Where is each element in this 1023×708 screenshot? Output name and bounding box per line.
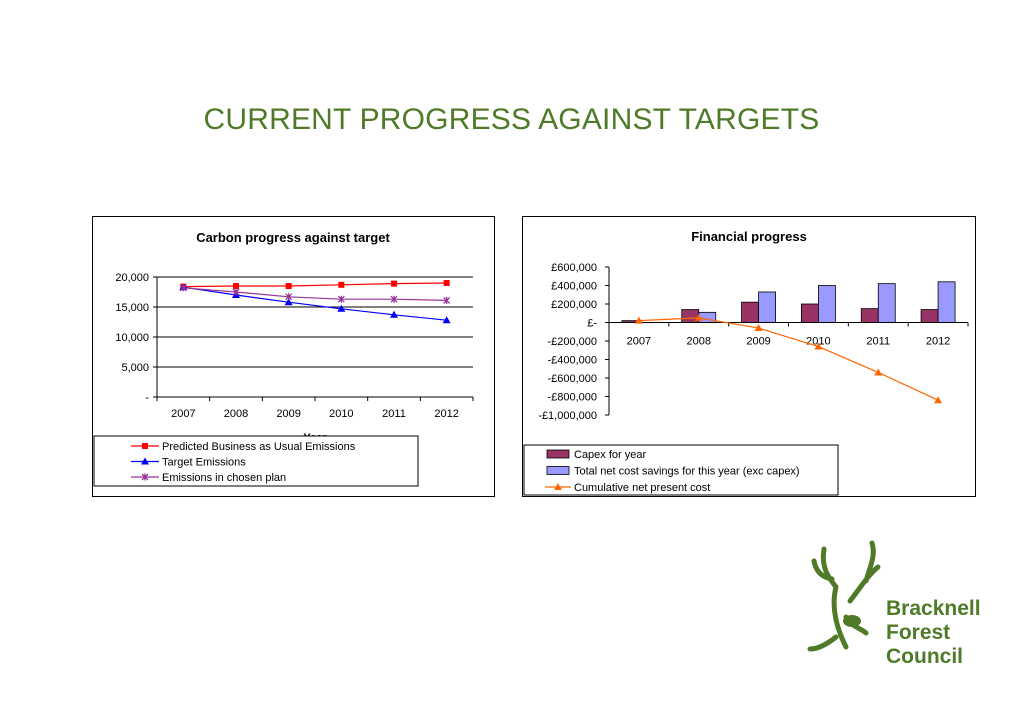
- carbon-legend-marker: [142, 443, 148, 449]
- financial-bar: [698, 311, 717, 323]
- financial-data-point: [814, 342, 823, 350]
- financial-data-point: [634, 316, 643, 324]
- carbon-series-line: [183, 286, 447, 321]
- financial-bar: [920, 309, 939, 323]
- carbon-data-point: [337, 304, 346, 312]
- financial-legend-marker: [554, 483, 562, 490]
- carbon-legend-marker: [141, 473, 149, 481]
- financial-y-tick-label: -£400,000: [547, 355, 597, 367]
- financial-bar: [818, 285, 836, 323]
- financial-chart-title: Financial progress: [691, 229, 807, 244]
- deer-antler-icon: [807, 540, 881, 652]
- logo-line-forest: Forest: [886, 621, 951, 644]
- carbon-legend-label: Target Emissions: [162, 457, 246, 469]
- carbon-chart-svg: Carbon progress against target - 5,000 10,0…: [93, 230, 474, 487]
- carbon-y-tick-label: 15,000: [115, 302, 149, 314]
- carbon-x-tick-label: 2012: [434, 408, 458, 420]
- logo-line-bracknell: Bracknell: [886, 597, 981, 620]
- slide-title: CURRENT PROGRESS AGAINST TARGETS: [203, 103, 820, 136]
- financial-bar: [877, 283, 896, 323]
- financial-line-series: [634, 313, 943, 404]
- financial-legend-swatch: [546, 449, 570, 459]
- carbon-data-point: [390, 295, 398, 303]
- carbon-data-point: [390, 310, 398, 318]
- financial-legend-label: Cumulative net present cost: [574, 482, 710, 494]
- financial-data-point: [694, 313, 703, 321]
- financial-bar: [741, 301, 759, 323]
- carbon-data-point: [443, 280, 450, 286]
- carbon-y-tick-label: 5,000: [121, 362, 149, 374]
- carbon-series-1: [180, 280, 450, 290]
- financial-line: [638, 317, 939, 401]
- financial-bar: [758, 291, 776, 323]
- carbon-data-point: [285, 283, 292, 289]
- financial-legend-label: Total net cost savings for this year (ex…: [574, 466, 800, 478]
- financial-bar: [860, 308, 879, 323]
- financial-x-tick-label: 2007: [627, 336, 651, 348]
- financial-data-point: [874, 368, 883, 376]
- carbon-series-line: [183, 282, 447, 288]
- carbon-data-point: [233, 283, 239, 289]
- bracknell-forest-council-logo: Bracknell Forest Council: [806, 537, 991, 677]
- carbon-data-point: [391, 280, 397, 287]
- financial-chart-svg: Financial progress £600,000 £400,000 £200,0…: [523, 229, 969, 496]
- carbon-data-point: [443, 296, 451, 304]
- carbon-data-point: [338, 281, 345, 288]
- financial-x-tick-label: 2009: [746, 336, 770, 348]
- financial-x-tick-label: 2008: [687, 336, 711, 348]
- carbon-chart-title: Carbon progress against target: [196, 230, 390, 245]
- financial-x-tick-label: 2012: [926, 336, 950, 348]
- financial-y-tick-label: £200,000: [551, 299, 597, 311]
- financial-data-point: [934, 396, 943, 404]
- financial-bar-series-2: [698, 281, 956, 323]
- carbon-x-tick-label: 2007: [171, 408, 195, 420]
- financial-bar: [937, 281, 956, 323]
- carbon-data-point: [337, 295, 345, 303]
- carbon-chart: Carbon progress against target - 5,000 10,0…: [92, 216, 495, 497]
- logo-line-council: Council: [886, 645, 963, 668]
- financial-y-tick-label: -£200,000: [547, 336, 597, 348]
- carbon-x-tick-label: 2009: [276, 408, 300, 420]
- carbon-data-point: [442, 316, 451, 324]
- logo-text: Bracknell Forest Council: [886, 597, 981, 669]
- financial-y-tick-label: -£600,000: [547, 373, 597, 385]
- carbon-series-line: [183, 287, 447, 301]
- carbon-y-tick-label: 20,000: [115, 272, 149, 284]
- financial-legend-label: Capex for year: [574, 449, 646, 461]
- carbon-legend-label: Predicted Business as Usual Emissions: [162, 441, 356, 453]
- financial-legend-swatch: [546, 466, 570, 475]
- financial-y-tick-label: £400,000: [551, 281, 597, 293]
- financial-bar-series-1: [621, 301, 939, 323]
- carbon-data-point: [179, 284, 187, 292]
- financial-y-tick-label: -£1,000,000: [538, 410, 597, 422]
- carbon-legend: Predicted Business as Usual Emissions Tar…: [93, 435, 419, 487]
- financial-legend: Capex for year Total net cost savings for…: [523, 444, 839, 496]
- financial-y-tick-label: £600,000: [551, 262, 597, 274]
- carbon-x-tick-label: 2008: [224, 408, 248, 420]
- carbon-legend-marker: [141, 457, 149, 465]
- carbon-data-point: [232, 288, 240, 296]
- carbon-x-tick-label: 2010: [329, 408, 353, 420]
- carbon-series-3: [179, 284, 451, 304]
- carbon-legend-label: Emissions in chosen plan: [162, 472, 286, 484]
- carbon-x-tick-label: 2011: [382, 408, 406, 420]
- financial-chart: Financial progress £600,000 £400,000 £200,0…: [522, 216, 976, 497]
- financial-y-tick-label: -£800,000: [547, 392, 597, 404]
- carbon-data-point: [285, 293, 293, 301]
- financial-legend-box: [523, 444, 839, 496]
- carbon-y-tick-label: -: [145, 392, 149, 404]
- carbon-y-tick-label: 10,000: [115, 332, 149, 344]
- financial-y-tick-label: £-: [587, 318, 597, 330]
- carbon-data-point: [284, 298, 293, 306]
- financial-x-tick-label: 2011: [866, 336, 890, 348]
- carbon-series-2: [179, 283, 451, 324]
- financial-data-point: [754, 324, 763, 332]
- financial-bar: [801, 303, 819, 323]
